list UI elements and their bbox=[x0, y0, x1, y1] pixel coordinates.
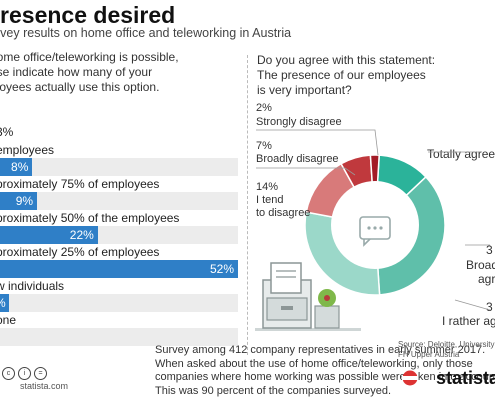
chart-title: presence desired bbox=[0, 2, 176, 28]
cc-icon: c bbox=[2, 367, 15, 380]
bar-chart: 3% employees 8% proximately 75% of employe… bbox=[0, 0, 245, 346]
pie-label-tend-a: I tend bbox=[256, 194, 284, 206]
question-right-line: is very important? bbox=[257, 83, 352, 97]
footer-line: When asked about the use of home office/… bbox=[155, 357, 473, 370]
leader-line bbox=[256, 129, 379, 156]
chat-dot bbox=[367, 226, 371, 230]
office-illustration bbox=[255, 262, 361, 331]
pie-label-broadly-pct: 3 bbox=[486, 243, 493, 257]
bar bbox=[0, 192, 38, 210]
donut-hole bbox=[331, 181, 419, 269]
flag-stripe bbox=[402, 376, 418, 380]
leader-line bbox=[256, 167, 356, 176]
pie-label-rather-pct: 3 bbox=[486, 300, 493, 314]
bar-track bbox=[0, 328, 238, 346]
bar-track bbox=[0, 158, 238, 176]
source-line: Source: Deloitte, University of V bbox=[398, 340, 495, 349]
chat-bubble-icon bbox=[359, 216, 391, 240]
floor-line bbox=[255, 328, 361, 331]
bar-category-label: one bbox=[0, 313, 17, 327]
chart-subtitle: rvey results on home office and telework… bbox=[0, 26, 292, 40]
source-line: FH Upper Austria bbox=[398, 350, 460, 359]
chat-dot bbox=[379, 226, 383, 230]
statista-url[interactable]: statista.com bbox=[20, 381, 69, 391]
bar-track bbox=[0, 192, 238, 210]
pie-label-totally: Totally agree bbox=[427, 147, 495, 161]
bar-category-label: proximately 50% of the employees bbox=[0, 211, 180, 225]
question-right: Do you agree with this statement: The pr… bbox=[257, 53, 435, 98]
pie-label-tend-b: to disagree bbox=[256, 207, 311, 219]
footer-line: Survey among 412 company representatives… bbox=[155, 344, 486, 356]
pie-label-broad-dis-pct: 7% bbox=[256, 140, 272, 152]
pie-label-broadly-b: agr bbox=[478, 272, 495, 286]
question-right-line: Do you agree with this statement: bbox=[257, 53, 436, 67]
pie-label-strong-pct: 2% bbox=[256, 102, 272, 114]
pie-label-broadly-a: Broad bbox=[466, 258, 495, 272]
divider bbox=[247, 55, 248, 355]
paper-sheet bbox=[270, 262, 302, 294]
question-left: home office/teleworking is possible, ase… bbox=[0, 50, 179, 95]
statista-logo[interactable]: statista bbox=[436, 368, 495, 388]
pie-label-strong: Strongly disagree bbox=[256, 116, 342, 128]
pie-label-broad-dis: Broadly disagree bbox=[256, 153, 339, 165]
cactus-flower bbox=[324, 295, 330, 301]
bar bbox=[0, 158, 33, 176]
plant-pot bbox=[314, 305, 340, 329]
leader-line bbox=[454, 299, 491, 311]
bar bbox=[0, 226, 98, 244]
bar-value-label: 52% bbox=[209, 262, 234, 276]
question-left-line: ployees actually use this option. bbox=[0, 80, 160, 94]
austria-flag-icon bbox=[402, 370, 418, 386]
bar-category-label: employees bbox=[0, 143, 55, 157]
leader-lines bbox=[256, 129, 491, 311]
donut-chart bbox=[304, 154, 446, 296]
equal-icon: = bbox=[34, 367, 47, 380]
bar-track bbox=[0, 294, 238, 312]
pie-label-tend-pct: 14% bbox=[256, 181, 279, 193]
bar-category-label: w individuals bbox=[0, 279, 65, 293]
info-icon: i bbox=[18, 367, 31, 380]
question-right-line: The presence of our employees bbox=[257, 68, 426, 82]
bar-top-label: 3% bbox=[0, 125, 14, 139]
bar bbox=[0, 294, 10, 312]
question-left-line: ase indicate how many of your bbox=[0, 65, 153, 79]
chat-bubble-tail bbox=[363, 238, 371, 247]
question-left-line: home office/teleworking is possible, bbox=[0, 50, 179, 64]
footer-line: This was 90 percent of the companies sur… bbox=[155, 384, 392, 397]
drawer-handle bbox=[281, 306, 293, 310]
chat-dot bbox=[373, 226, 377, 230]
pie-label-rather: I rather ag bbox=[442, 314, 495, 328]
bar-category-label: proximately 75% of employees bbox=[0, 177, 160, 191]
bar bbox=[0, 260, 238, 278]
source: Source: Deloitte, University of V FH Upp… bbox=[398, 340, 495, 360]
bar-value-label: 8% bbox=[11, 160, 29, 174]
bar-value-label: % bbox=[0, 294, 9, 312]
bar-category-label: proximately 25% of employees bbox=[0, 245, 160, 259]
bar-value-label: 9% bbox=[15, 194, 34, 208]
bar-value-label: 22% bbox=[69, 228, 94, 242]
